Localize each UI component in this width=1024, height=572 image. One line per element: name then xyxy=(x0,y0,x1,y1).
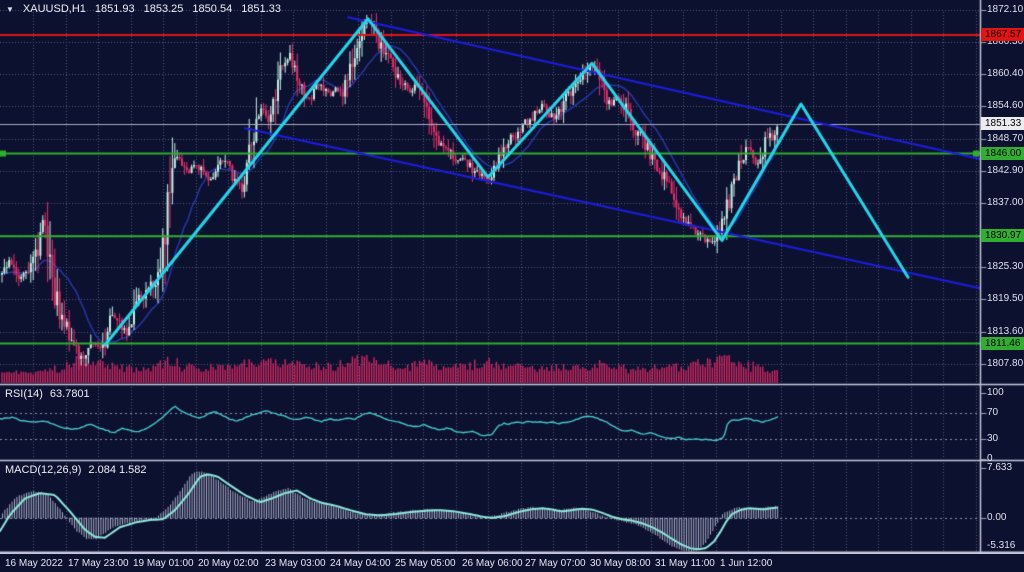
time-tick-label: 1 Jun 12:00 xyxy=(720,558,773,569)
time-tick-label: 20 May 02:00 xyxy=(198,558,259,569)
time-tick-label: 31 May 11:00 xyxy=(655,558,715,569)
time-tick-label: 30 May 08:00 xyxy=(590,558,651,569)
price-level-badge: 1830.97 xyxy=(981,229,1024,243)
symbol-marker-icon: ▼ xyxy=(6,4,14,14)
macd-indicator-label: MACD(12,26,9) 2.084 1.582 xyxy=(5,464,147,476)
price-tick-label: 1819.50 xyxy=(987,293,1024,305)
time-tick-label: 17 May 23:00 xyxy=(68,558,129,569)
time-tick-label: 23 May 03:00 xyxy=(265,558,326,569)
time-tick-label: 16 May 2022 xyxy=(5,558,63,569)
price-level-badge: 1811.46 xyxy=(981,336,1024,350)
time-tick-label: 19 May 01:00 xyxy=(133,558,194,569)
price-level-badge: 1851.33 xyxy=(981,117,1024,131)
price-level-badge: 1867.57 xyxy=(981,27,1024,41)
price-tick-label: 1837.00 xyxy=(987,197,1024,209)
rsi-current-value: 63.7801 xyxy=(49,388,90,400)
rsi-tick-label: 0 xyxy=(987,453,993,464)
chart-canvas[interactable] xyxy=(0,0,1024,553)
symbol-name: XAUUSD,H1 xyxy=(22,3,86,15)
bar-close-value: 1851.33 xyxy=(241,3,281,15)
price-tick-label: 1854.60 xyxy=(987,100,1024,112)
rsi-name: RSI(14) xyxy=(5,388,43,400)
macd-tick-label: 7.633 xyxy=(987,462,1013,473)
rsi-tick-label: 100 xyxy=(987,387,1004,398)
macd-tick-label: 0.00 xyxy=(987,512,1007,523)
time-tick-label: 25 May 05:00 xyxy=(395,558,456,569)
macd-name: MACD(12,26,9) xyxy=(5,464,82,476)
price-axis[interactable]: 1872.10 1866.30 1860.40 1854.60 1848.70 1842.… xyxy=(980,0,1024,553)
time-axis[interactable]: 16 May 2022 17 May 23:00 19 May 01:00 20 Ma… xyxy=(0,553,1024,572)
rsi-indicator-label: RSI(14) 63.7801 xyxy=(5,388,90,400)
price-tick-label: 1848.70 xyxy=(987,132,1024,144)
price-tick-label: 1813.60 xyxy=(987,325,1024,337)
symbol-info-bar: ▼ XAUUSD,H1 1851.93 1853.25 1850.54 1851… xyxy=(6,3,281,15)
price-tick-label: 1825.30 xyxy=(987,261,1024,273)
bar-low-value: 1850.54 xyxy=(192,3,233,15)
bar-high-value: 1853.25 xyxy=(143,3,184,15)
price-tick-label: 1872.10 xyxy=(987,4,1024,15)
price-tick-label: 1842.90 xyxy=(987,164,1024,176)
rsi-tick-label: 30 xyxy=(987,433,999,445)
time-tick-label: 24 May 04:00 xyxy=(330,558,391,569)
bar-open-value: 1851.93 xyxy=(94,3,135,15)
time-tick-label: 26 May 06:00 xyxy=(462,558,523,569)
price-tick-label: 1860.40 xyxy=(987,68,1024,80)
time-tick-label: 27 May 07:00 xyxy=(525,558,586,569)
price-level-badge: 1846.00 xyxy=(981,146,1024,160)
macd-current-values: 2.084 1.582 xyxy=(88,464,147,476)
price-tick-label: 1866.30 xyxy=(987,35,1024,47)
macd-tick-label: -5.316 xyxy=(987,540,1016,551)
price-tick-label: 1807.80 xyxy=(987,357,1024,369)
rsi-tick-label: 70 xyxy=(987,406,999,418)
